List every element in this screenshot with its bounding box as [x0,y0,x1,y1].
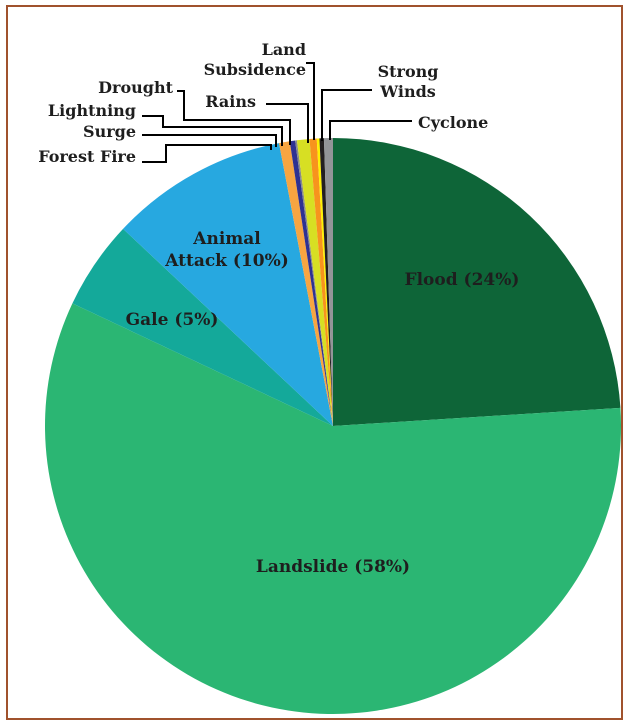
leader-line-surge [142,134,277,147]
pie-slice-animal-attack [123,143,333,427]
pie-slice-lightning [295,140,333,426]
pie-label-cyclone: Cyclone [418,113,488,132]
leader-line-lightning [142,115,283,146]
pie-slice-landslide [45,303,621,714]
chart-frame [6,5,623,720]
leader-line-forest-fire [142,144,272,163]
pie-slice-gale [72,228,334,426]
leader-line-cyclone [329,120,412,140]
pie-label-strong-winds: Strong Winds [378,62,439,101]
leader-line-drought [177,90,291,145]
pie-slice-flood [333,138,621,426]
pie-slice-cyclone [323,138,333,426]
pie-slice-forest-fire [279,141,333,426]
leader-line-land-subsidence [306,62,315,140]
pie-label-gale: Gale (5%) [126,310,219,330]
pie-label-rains: Rains [205,92,256,111]
leader-line-rains [266,103,309,143]
pie-slice-rains [309,138,333,426]
pie-label-surge: Surge [83,122,136,141]
pie-label-animal-attack: Animal Attack (10%) [164,229,289,271]
pie-slice-strong-winds [319,138,333,427]
pie-slice-land-subsidence [316,138,333,427]
pie-label-drought: Drought [98,78,173,97]
pie-label-land-subsidence: Land Subsidence [204,40,306,79]
pie-label-flood: Flood (24%) [405,270,520,290]
leader-line-strong-winds [321,89,372,141]
pie-label-lightning: Lightning [48,101,136,120]
pie-slice-surge [289,140,333,426]
pie-label-forest-fire: Forest Fire [38,147,136,166]
pie-label-landslide: Landslide (58%) [256,557,410,577]
pie-slice-drought [296,138,333,427]
